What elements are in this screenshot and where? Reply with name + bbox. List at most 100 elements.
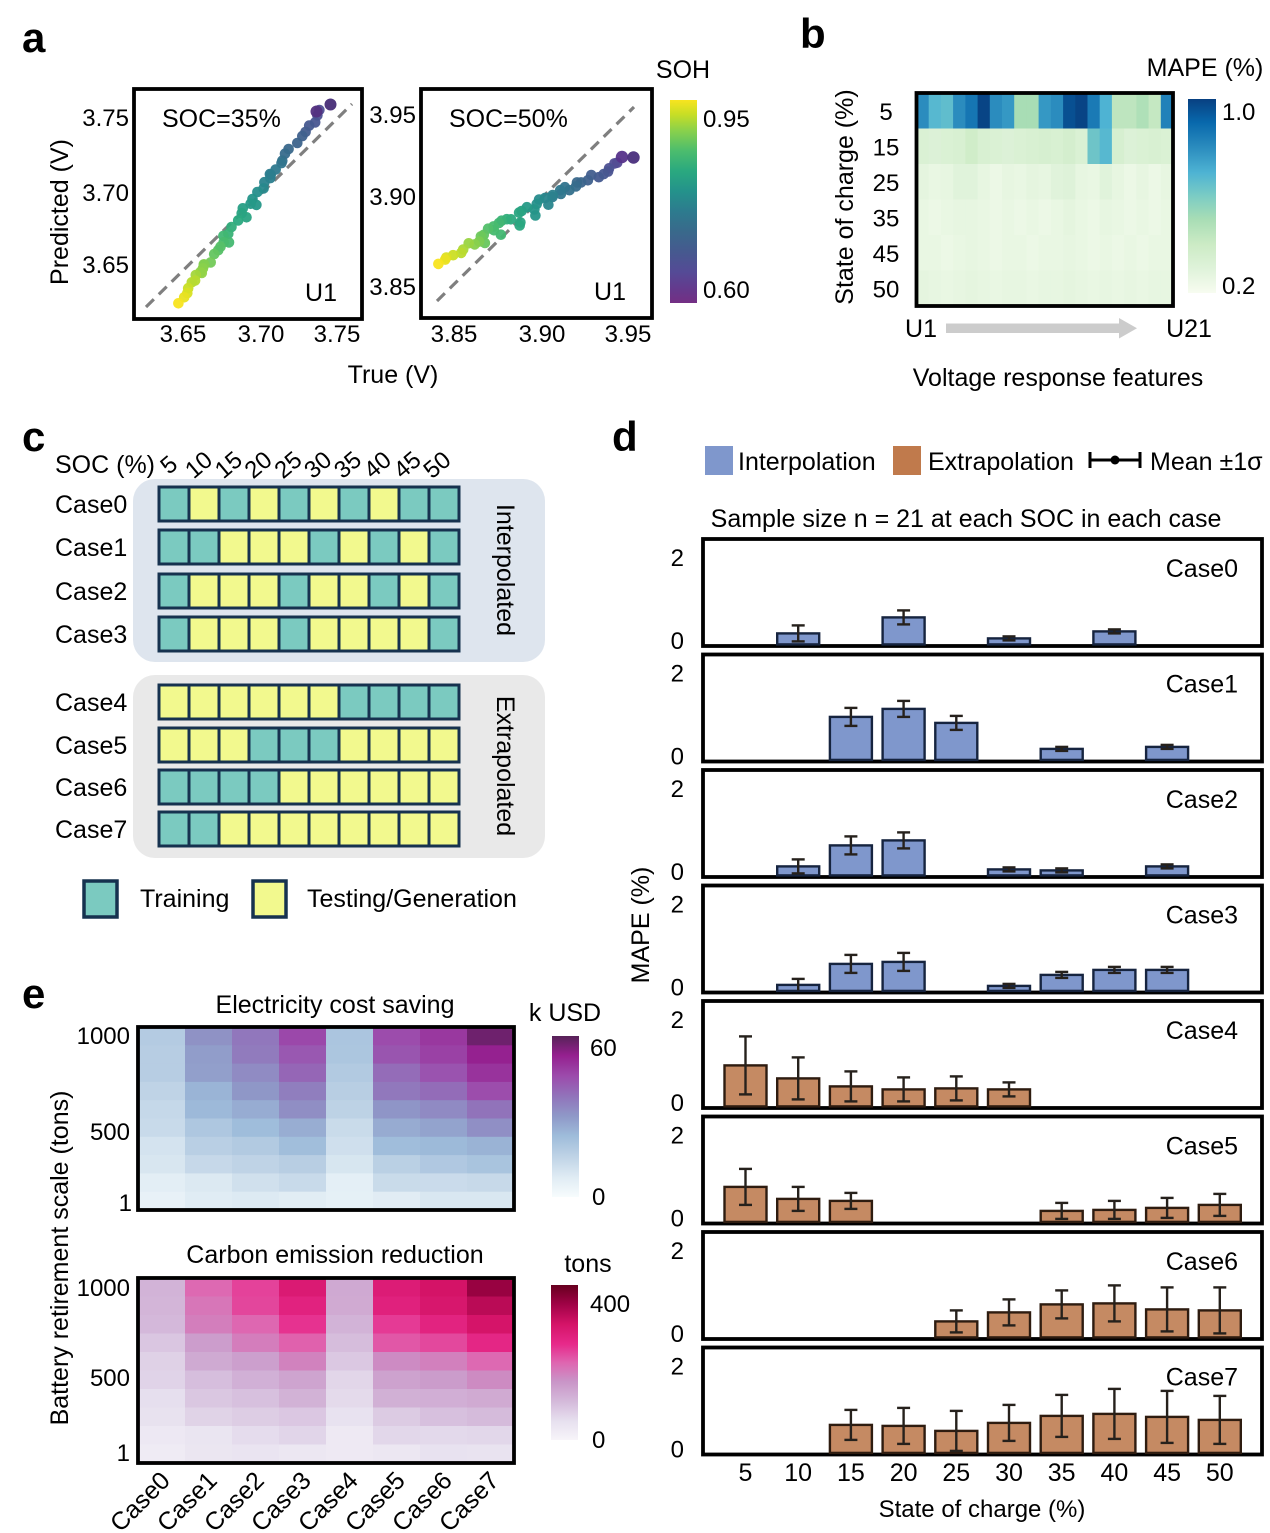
svg-text:15: 15 <box>837 1459 865 1487</box>
svg-text:d: d <box>612 413 638 460</box>
svg-text:2: 2 <box>671 1238 684 1265</box>
svg-text:2: 2 <box>671 892 684 919</box>
svg-text:1000: 1000 <box>77 1275 130 1302</box>
svg-text:0.60: 0.60 <box>703 277 750 304</box>
svg-text:SOH: SOH <box>656 56 710 84</box>
svg-text:Battery retirement scale (tons: Battery retirement scale (tons) <box>46 1091 74 1426</box>
svg-text:k USD: k USD <box>529 999 601 1027</box>
svg-text:3.75: 3.75 <box>314 321 361 348</box>
svg-text:50: 50 <box>1206 1459 1234 1487</box>
svg-text:5: 5 <box>739 1459 753 1487</box>
svg-text:Case6: Case6 <box>1166 1248 1238 1276</box>
svg-text:a: a <box>22 14 46 61</box>
svg-text:Case2: Case2 <box>55 578 127 606</box>
svg-text:3.90: 3.90 <box>519 321 566 348</box>
svg-text:MAPE (%): MAPE (%) <box>1147 54 1264 82</box>
svg-text:Case4: Case4 <box>1166 1017 1238 1045</box>
svg-text:0: 0 <box>671 744 684 771</box>
svg-text:2: 2 <box>671 1123 684 1150</box>
svg-text:0: 0 <box>671 1206 684 1233</box>
svg-text:Electricity cost saving: Electricity cost saving <box>216 991 455 1019</box>
svg-text:30: 30 <box>995 1459 1023 1487</box>
svg-text:3.95: 3.95 <box>605 321 652 348</box>
svg-text:3.65: 3.65 <box>160 321 207 348</box>
svg-text:U21: U21 <box>1166 315 1212 343</box>
svg-text:Case3: Case3 <box>1166 902 1238 930</box>
svg-text:Case5: Case5 <box>55 732 127 760</box>
svg-text:2: 2 <box>671 661 684 688</box>
svg-text:SOC=50%: SOC=50% <box>449 105 568 133</box>
svg-text:60: 60 <box>590 1035 617 1062</box>
svg-text:0: 0 <box>671 1437 684 1464</box>
svg-text:Case5: Case5 <box>1166 1133 1238 1161</box>
svg-text:25: 25 <box>942 1459 970 1487</box>
svg-text:Case4: Case4 <box>55 689 127 717</box>
svg-text:1.0: 1.0 <box>1222 99 1255 126</box>
svg-text:SOC=35%: SOC=35% <box>162 105 281 133</box>
svg-text:Voltage response features: Voltage response features <box>913 364 1203 392</box>
svg-text:Case0: Case0 <box>55 491 127 519</box>
svg-text:2: 2 <box>671 1354 684 1381</box>
svg-text:0: 0 <box>592 1427 605 1454</box>
svg-text:2: 2 <box>671 545 684 572</box>
svg-text:tons: tons <box>564 1250 611 1278</box>
svg-text:5: 5 <box>879 99 892 126</box>
svg-text:50: 50 <box>873 276 900 303</box>
svg-text:3.65: 3.65 <box>82 252 129 279</box>
svg-text:0.95: 0.95 <box>703 106 750 133</box>
svg-text:0: 0 <box>671 859 684 886</box>
svg-text:45: 45 <box>873 241 900 268</box>
svg-text:Case0: Case0 <box>1166 555 1238 583</box>
svg-text:2: 2 <box>671 776 684 803</box>
svg-text:35: 35 <box>873 205 900 232</box>
svg-text:0: 0 <box>592 1184 605 1211</box>
svg-text:b: b <box>800 10 826 57</box>
svg-text:State of charge (%): State of charge (%) <box>831 89 859 304</box>
svg-text:Mean ±1σ: Mean ±1σ <box>1150 448 1263 476</box>
svg-text:Case7: Case7 <box>55 816 127 844</box>
svg-text:Case2: Case2 <box>1166 786 1238 814</box>
svg-text:3.70: 3.70 <box>82 180 129 207</box>
svg-text:U1: U1 <box>305 279 337 307</box>
svg-text:2: 2 <box>671 1007 684 1034</box>
svg-text:Case6: Case6 <box>55 774 127 802</box>
svg-text:U1: U1 <box>594 278 626 306</box>
svg-text:Sample size n = 21 at each SOC: Sample size n = 21 at each SOC in each c… <box>711 505 1222 533</box>
svg-text:10: 10 <box>784 1459 812 1487</box>
svg-text:45: 45 <box>1153 1459 1181 1487</box>
svg-text:0: 0 <box>671 1090 684 1117</box>
svg-text:400: 400 <box>590 1291 630 1318</box>
svg-text:c: c <box>22 413 45 460</box>
svg-text:Extrapolated: Extrapolated <box>491 696 519 836</box>
svg-text:3.85: 3.85 <box>369 274 416 301</box>
svg-text:500: 500 <box>90 1365 130 1392</box>
svg-text:0: 0 <box>671 975 684 1002</box>
svg-text:0: 0 <box>671 628 684 655</box>
svg-text:35: 35 <box>1048 1459 1076 1487</box>
svg-text:0: 0 <box>671 1321 684 1348</box>
svg-text:1: 1 <box>117 1440 130 1467</box>
svg-text:1000: 1000 <box>77 1023 130 1050</box>
svg-text:Interpolated: Interpolated <box>491 504 519 636</box>
svg-text:Training: Training <box>140 885 229 913</box>
svg-text:Case3: Case3 <box>55 621 127 649</box>
svg-text:20: 20 <box>890 1459 918 1487</box>
svg-text:Case1: Case1 <box>55 534 127 562</box>
svg-text:Case7: Case7 <box>1166 1364 1238 1392</box>
svg-text:State of charge (%): State of charge (%) <box>879 1496 1086 1523</box>
svg-text:40: 40 <box>1100 1459 1128 1487</box>
svg-text:3.75: 3.75 <box>82 105 129 132</box>
svg-text:0.2: 0.2 <box>1222 273 1255 300</box>
svg-text:Carbon emission reduction: Carbon emission reduction <box>186 1241 483 1269</box>
svg-text:3.90: 3.90 <box>369 184 416 211</box>
svg-text:True (V): True (V) <box>348 361 439 389</box>
svg-text:500: 500 <box>90 1119 130 1146</box>
svg-text:25: 25 <box>873 170 900 197</box>
svg-text:e: e <box>22 970 45 1017</box>
svg-text:Interpolation: Interpolation <box>738 448 876 476</box>
svg-text:3.70: 3.70 <box>238 321 285 348</box>
svg-text:Testing/Generation: Testing/Generation <box>307 885 517 913</box>
svg-text:15: 15 <box>873 134 900 161</box>
svg-text:MAPE (%): MAPE (%) <box>627 867 655 984</box>
svg-text:Extrapolation: Extrapolation <box>928 448 1074 476</box>
